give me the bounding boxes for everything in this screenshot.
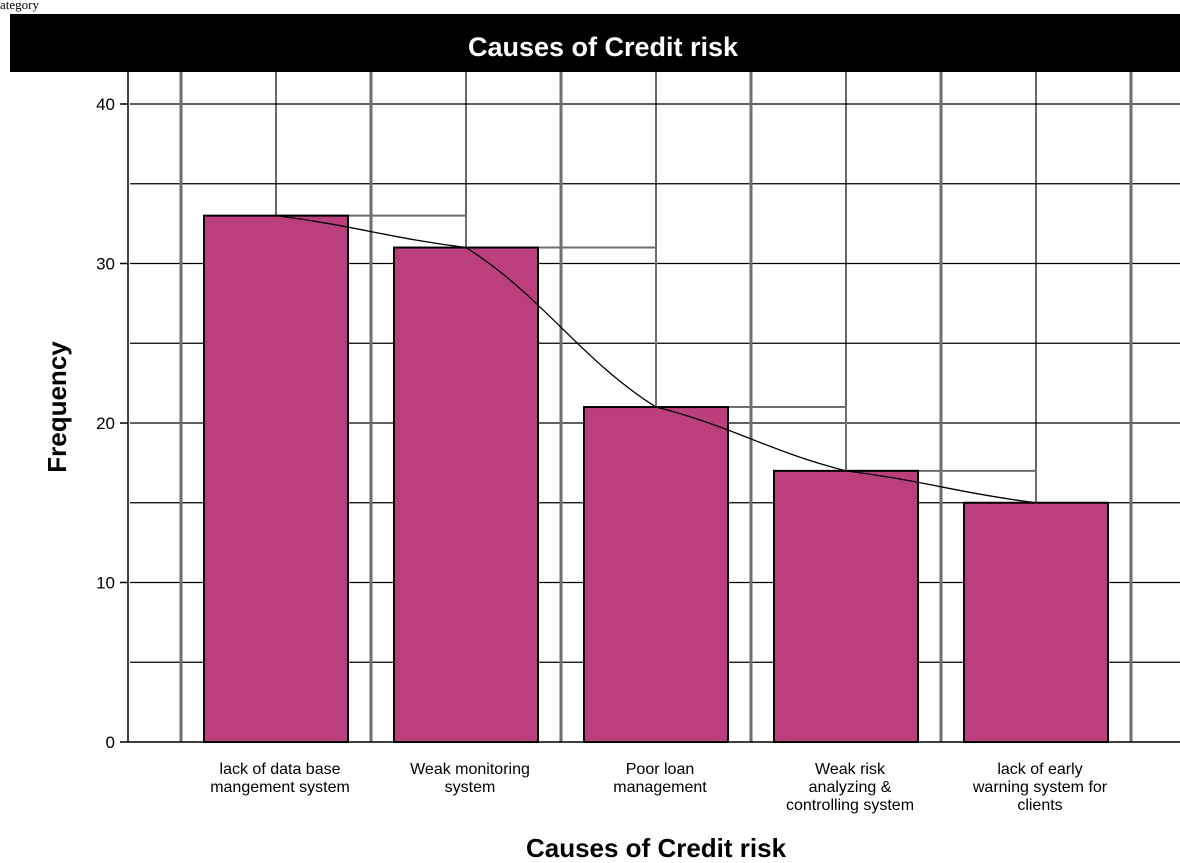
x-tick-label: Weak risk analyzing & controlling system bbox=[786, 761, 914, 814]
trend-line bbox=[275, 215, 1037, 504]
x-tick-label: Weak monitoring system bbox=[410, 761, 530, 796]
x-tick-label-line: lack of data base bbox=[220, 761, 341, 778]
y-tick-label: 20 bbox=[96, 414, 115, 433]
x-axis-title: Causes of Credit risk bbox=[526, 833, 787, 863]
y-tick-label: 40 bbox=[96, 95, 115, 114]
top-note: ategory bbox=[0, 0, 39, 12]
bar bbox=[963, 501, 1109, 743]
y-tick-label: 0 bbox=[106, 733, 115, 752]
title-bar bbox=[10, 14, 1180, 72]
y-tick-label: 10 bbox=[96, 574, 115, 593]
bar bbox=[393, 246, 539, 744]
bar bbox=[203, 214, 349, 743]
x-tick-label: lack of early warning system for clients bbox=[972, 761, 1108, 814]
x-tick-label-line: system bbox=[445, 779, 496, 796]
trend-line-path bbox=[275, 215, 1037, 504]
x-tick-label: Poor loan management bbox=[613, 761, 707, 796]
y-axis-title: Frequency bbox=[42, 341, 72, 473]
x-tick-label-line: Weak risk bbox=[815, 761, 886, 778]
x-tick-label-line: mangement system bbox=[210, 779, 350, 796]
y-axis: 0 10 20 30 40 bbox=[96, 72, 1180, 752]
bars bbox=[203, 214, 1109, 744]
x-tick-label-line: controlling system bbox=[786, 797, 914, 814]
x-tick-label-line: management bbox=[613, 779, 707, 796]
x-tick-label-line: Poor loan bbox=[626, 761, 695, 778]
y-tick-label: 30 bbox=[96, 255, 115, 274]
x-tick-label-line: Weak monitoring bbox=[410, 761, 530, 778]
x-tick-label-line: warning system for bbox=[972, 779, 1108, 796]
x-tick-label-line: clients bbox=[1017, 797, 1062, 814]
chart-title: Causes of Credit risk bbox=[468, 32, 739, 62]
bar bbox=[773, 469, 919, 743]
bar bbox=[583, 406, 729, 743]
x-tick-label-line: analyzing & bbox=[809, 779, 892, 796]
x-tick-label: lack of data base mangement system bbox=[210, 761, 350, 796]
x-axis-category-labels: lack of data base mangement system Weak mo… bbox=[210, 761, 1108, 814]
x-tick-label-line: lack of early bbox=[997, 761, 1082, 778]
